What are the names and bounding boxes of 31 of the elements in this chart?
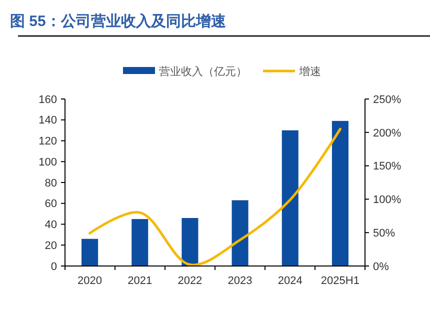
legend-label: 增速 — [298, 64, 321, 78]
x-tick-label: 2020 — [78, 275, 102, 287]
y2-tick-label: 100% — [373, 194, 402, 206]
y-tick-label: 160 — [38, 94, 57, 106]
x-tick-label: 2023 — [228, 275, 252, 287]
bar — [182, 218, 198, 266]
bar — [332, 120, 348, 266]
y-tick-label: 60 — [44, 198, 57, 210]
y-tick-label: 140 — [38, 114, 57, 127]
bar — [232, 200, 248, 266]
y2-tick-label: 250% — [373, 94, 402, 106]
x-tick-label: 2025H1 — [320, 275, 360, 287]
x-tick-label: 2024 — [278, 275, 302, 287]
y2-tick-label: 200% — [373, 127, 402, 140]
y2-tick-label: 150% — [373, 160, 402, 173]
bar — [282, 130, 298, 266]
chart-title: 图 55：公司营业收入及同比增速 — [10, 13, 227, 30]
y2-tick-label: 0% — [373, 260, 390, 273]
bar — [132, 219, 148, 266]
bar — [82, 238, 98, 266]
legend-label: 营业收入（亿元） — [159, 64, 247, 78]
y-tick-label: 0 — [50, 260, 57, 273]
y-tick-label: 20 — [44, 240, 57, 252]
y-tick-label: 120 — [38, 136, 57, 148]
y2-tick-label: 50% — [373, 227, 396, 240]
line-series — [88, 128, 342, 266]
y-tick-label: 80 — [44, 177, 57, 190]
y-tick-label: 40 — [44, 219, 57, 232]
x-tick-label: 2021 — [128, 275, 152, 287]
y-tick-label: 100 — [38, 156, 57, 168]
x-tick-label: 2022 — [178, 275, 202, 287]
